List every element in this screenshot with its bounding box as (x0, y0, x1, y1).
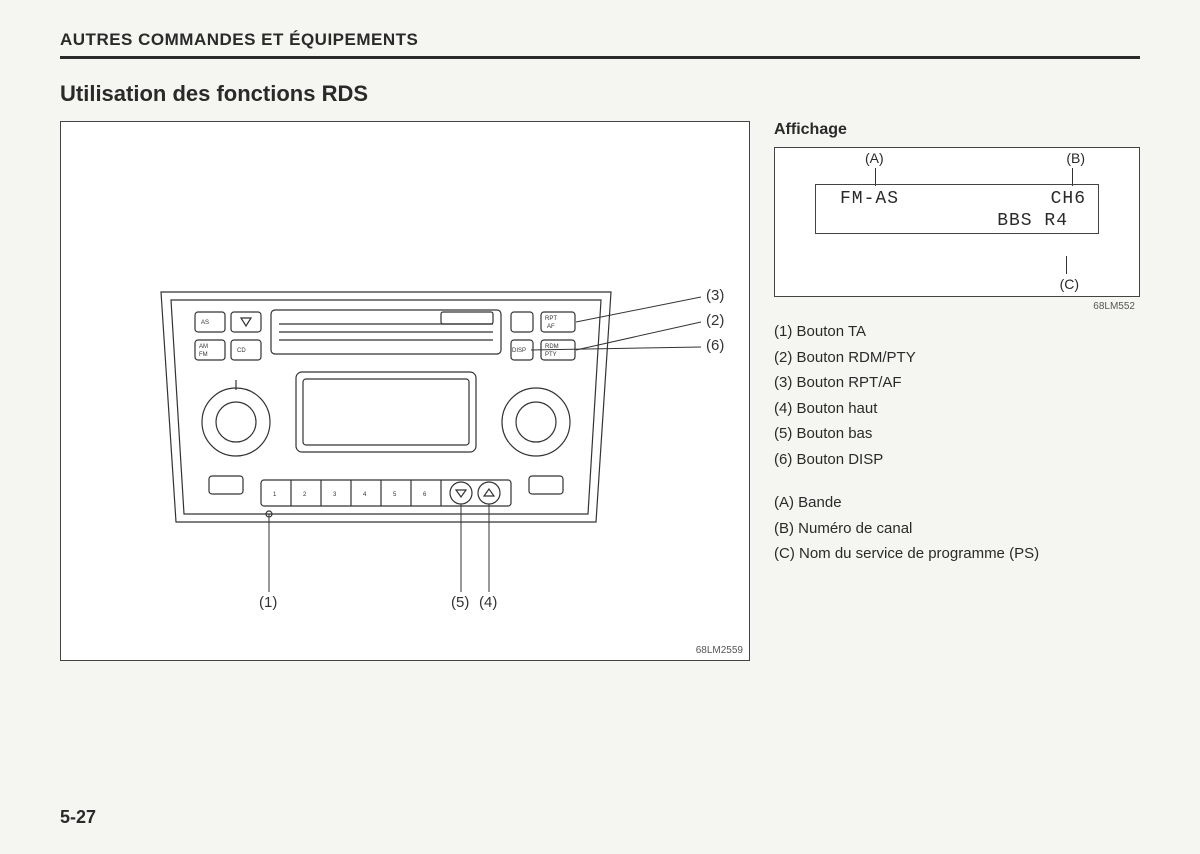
svg-text:5: 5 (393, 492, 397, 498)
callout-1: (1) (259, 594, 277, 611)
affichage-heading: Affichage (774, 121, 1140, 139)
legend-item-1: (1) Bouton TA (774, 319, 1140, 345)
lcd-text-band: FM-AS (840, 189, 899, 209)
svg-text:6: 6 (423, 492, 427, 498)
legend-item-5: (5) Bouton bas (774, 421, 1140, 447)
svg-text:2: 2 (303, 492, 307, 498)
diagram-code: 68LM2559 (696, 645, 743, 656)
lcd-display-box: (A) (B) FM-AS CH6 BBS R4 (C) 68LM552 (774, 147, 1140, 297)
page-header: AUTRES COMMANDES ET ÉQUIPEMENTS (60, 30, 1140, 59)
callout-4: (4) (479, 594, 497, 611)
page-number: 5-27 (60, 807, 96, 828)
svg-text:DISP: DISP (512, 348, 526, 354)
svg-text:AM: AM (199, 344, 208, 350)
legend-item-2: (2) Bouton RDM/PTY (774, 345, 1140, 371)
legend-list: (1) Bouton TA (2) Bouton RDM/PTY (3) Bou… (774, 319, 1140, 567)
svg-text:FM: FM (199, 352, 208, 358)
legend-column: Affichage (A) (B) FM-AS CH6 BBS R4 (C) 6… (774, 121, 1140, 661)
legend-item-6: (6) Bouton DISP (774, 447, 1140, 473)
radio-unit-drawing: AS AM FM CD RPT AF RDM PTY (151, 262, 621, 572)
lcd-screen: FM-AS CH6 BBS R4 (815, 184, 1099, 234)
svg-text:AF: AF (547, 324, 555, 330)
lcd-label-c: (C) (1060, 276, 1079, 292)
legend-item-c: (C) Nom du service de programme (PS) (774, 541, 1140, 567)
lcd-code: 68LM552 (1093, 301, 1135, 312)
svg-text:RPT: RPT (545, 316, 557, 322)
svg-text:1: 1 (273, 492, 277, 498)
legend-item-3: (3) Bouton RPT/AF (774, 370, 1140, 396)
callout-6: (6) (706, 337, 724, 354)
legend-item-a: (A) Bande (774, 490, 1140, 516)
legend-item-b: (B) Numéro de canal (774, 516, 1140, 542)
lcd-text-channel: CH6 (1051, 189, 1086, 209)
callout-2: (2) (706, 312, 724, 329)
svg-text:RDM: RDM (545, 344, 559, 350)
lcd-label-b: (B) (1066, 150, 1085, 166)
svg-text:3: 3 (333, 492, 337, 498)
diagram-column: AS AM FM CD RPT AF RDM PTY (60, 121, 750, 661)
content-columns: AS AM FM CD RPT AF RDM PTY (60, 121, 1140, 661)
callout-5: (5) (451, 594, 469, 611)
svg-text:PTY: PTY (545, 352, 557, 358)
section-title: Utilisation des fonctions RDS (60, 81, 1140, 107)
callout-3: (3) (706, 287, 724, 304)
svg-text:CD: CD (237, 348, 246, 354)
lcd-label-a: (A) (865, 150, 884, 166)
lcd-text-ps: BBS R4 (997, 211, 1068, 231)
legend-item-4: (4) Bouton haut (774, 396, 1140, 422)
svg-text:4: 4 (363, 492, 367, 498)
svg-text:AS: AS (201, 320, 209, 326)
radio-diagram-box: AS AM FM CD RPT AF RDM PTY (60, 121, 750, 661)
